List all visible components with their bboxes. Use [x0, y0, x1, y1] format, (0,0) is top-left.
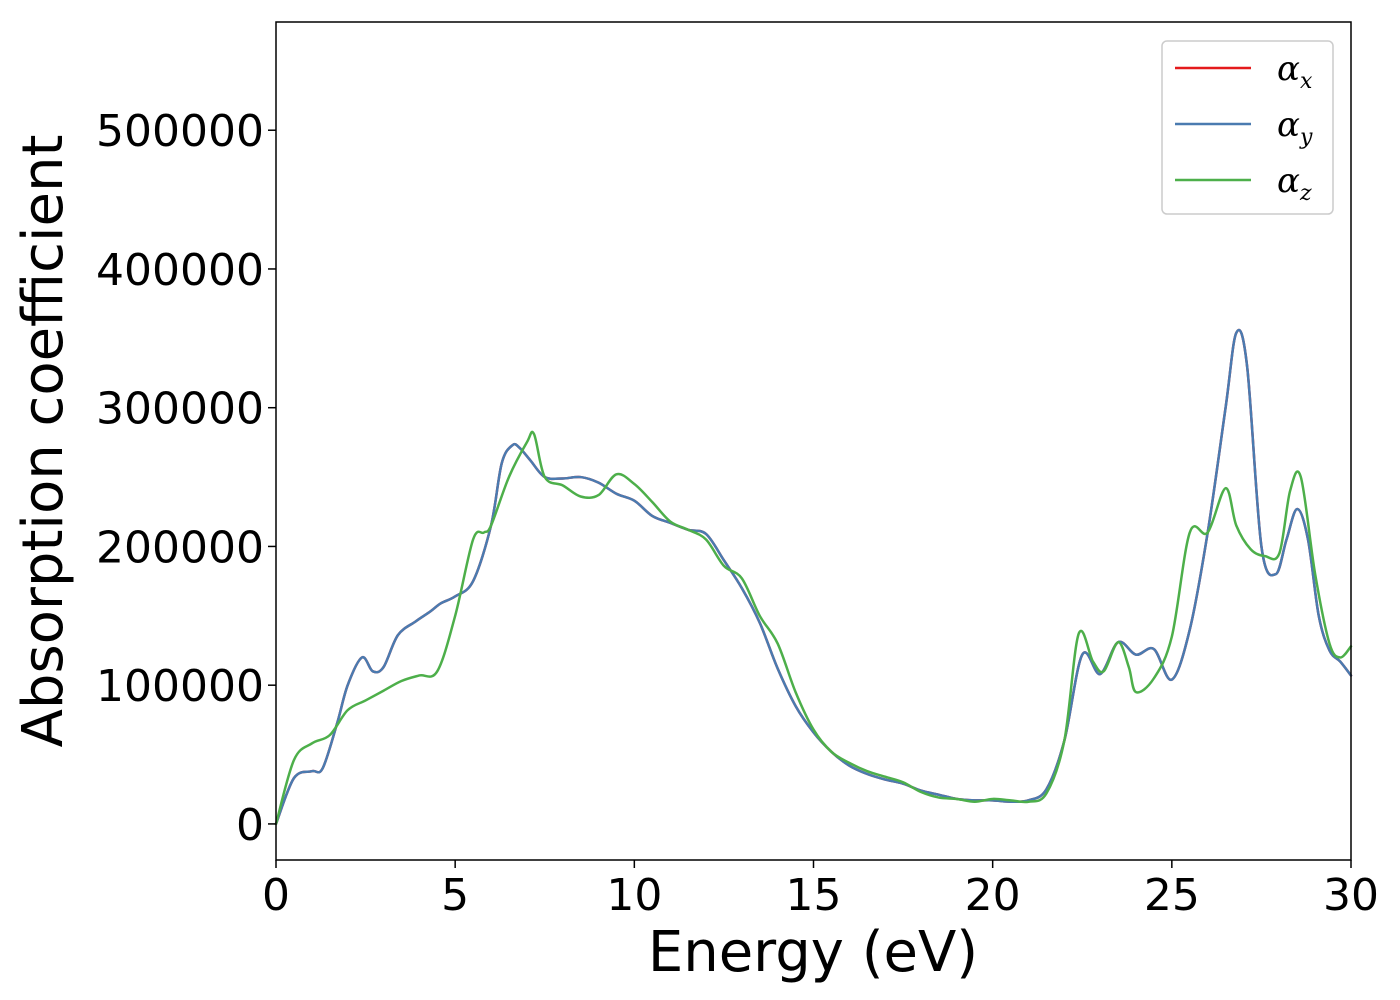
- x-tick-label: 25: [1144, 870, 1200, 921]
- series-lines: [274, 328, 1353, 826]
- y-tick-label: 500000: [96, 106, 264, 157]
- y-tick-label: 0: [236, 800, 264, 851]
- x-axis-ticks: 0 5 10 15 20 25 30: [262, 860, 1379, 921]
- x-tick-label: 10: [606, 870, 662, 921]
- series-line-z: [274, 430, 1353, 826]
- x-tick-label: 5: [441, 870, 469, 921]
- x-tick-label: 20: [965, 870, 1021, 921]
- y-axis-ticks: 0 100000 200000 300000 400000 500000: [96, 106, 276, 851]
- y-tick-label: 300000: [96, 384, 264, 435]
- y-tick-label: 400000: [96, 245, 264, 296]
- x-tick-label: 0: [262, 870, 290, 921]
- y-axis-label: Absorption coefficient: [11, 135, 76, 748]
- y-tick-label: 200000: [96, 522, 264, 573]
- x-tick-label: 15: [786, 870, 842, 921]
- y-tick-label: 100000: [96, 661, 264, 712]
- x-axis-label: Energy (eV): [648, 920, 978, 985]
- legend-box: [1161, 40, 1334, 215]
- x-tick-label: 30: [1323, 870, 1379, 921]
